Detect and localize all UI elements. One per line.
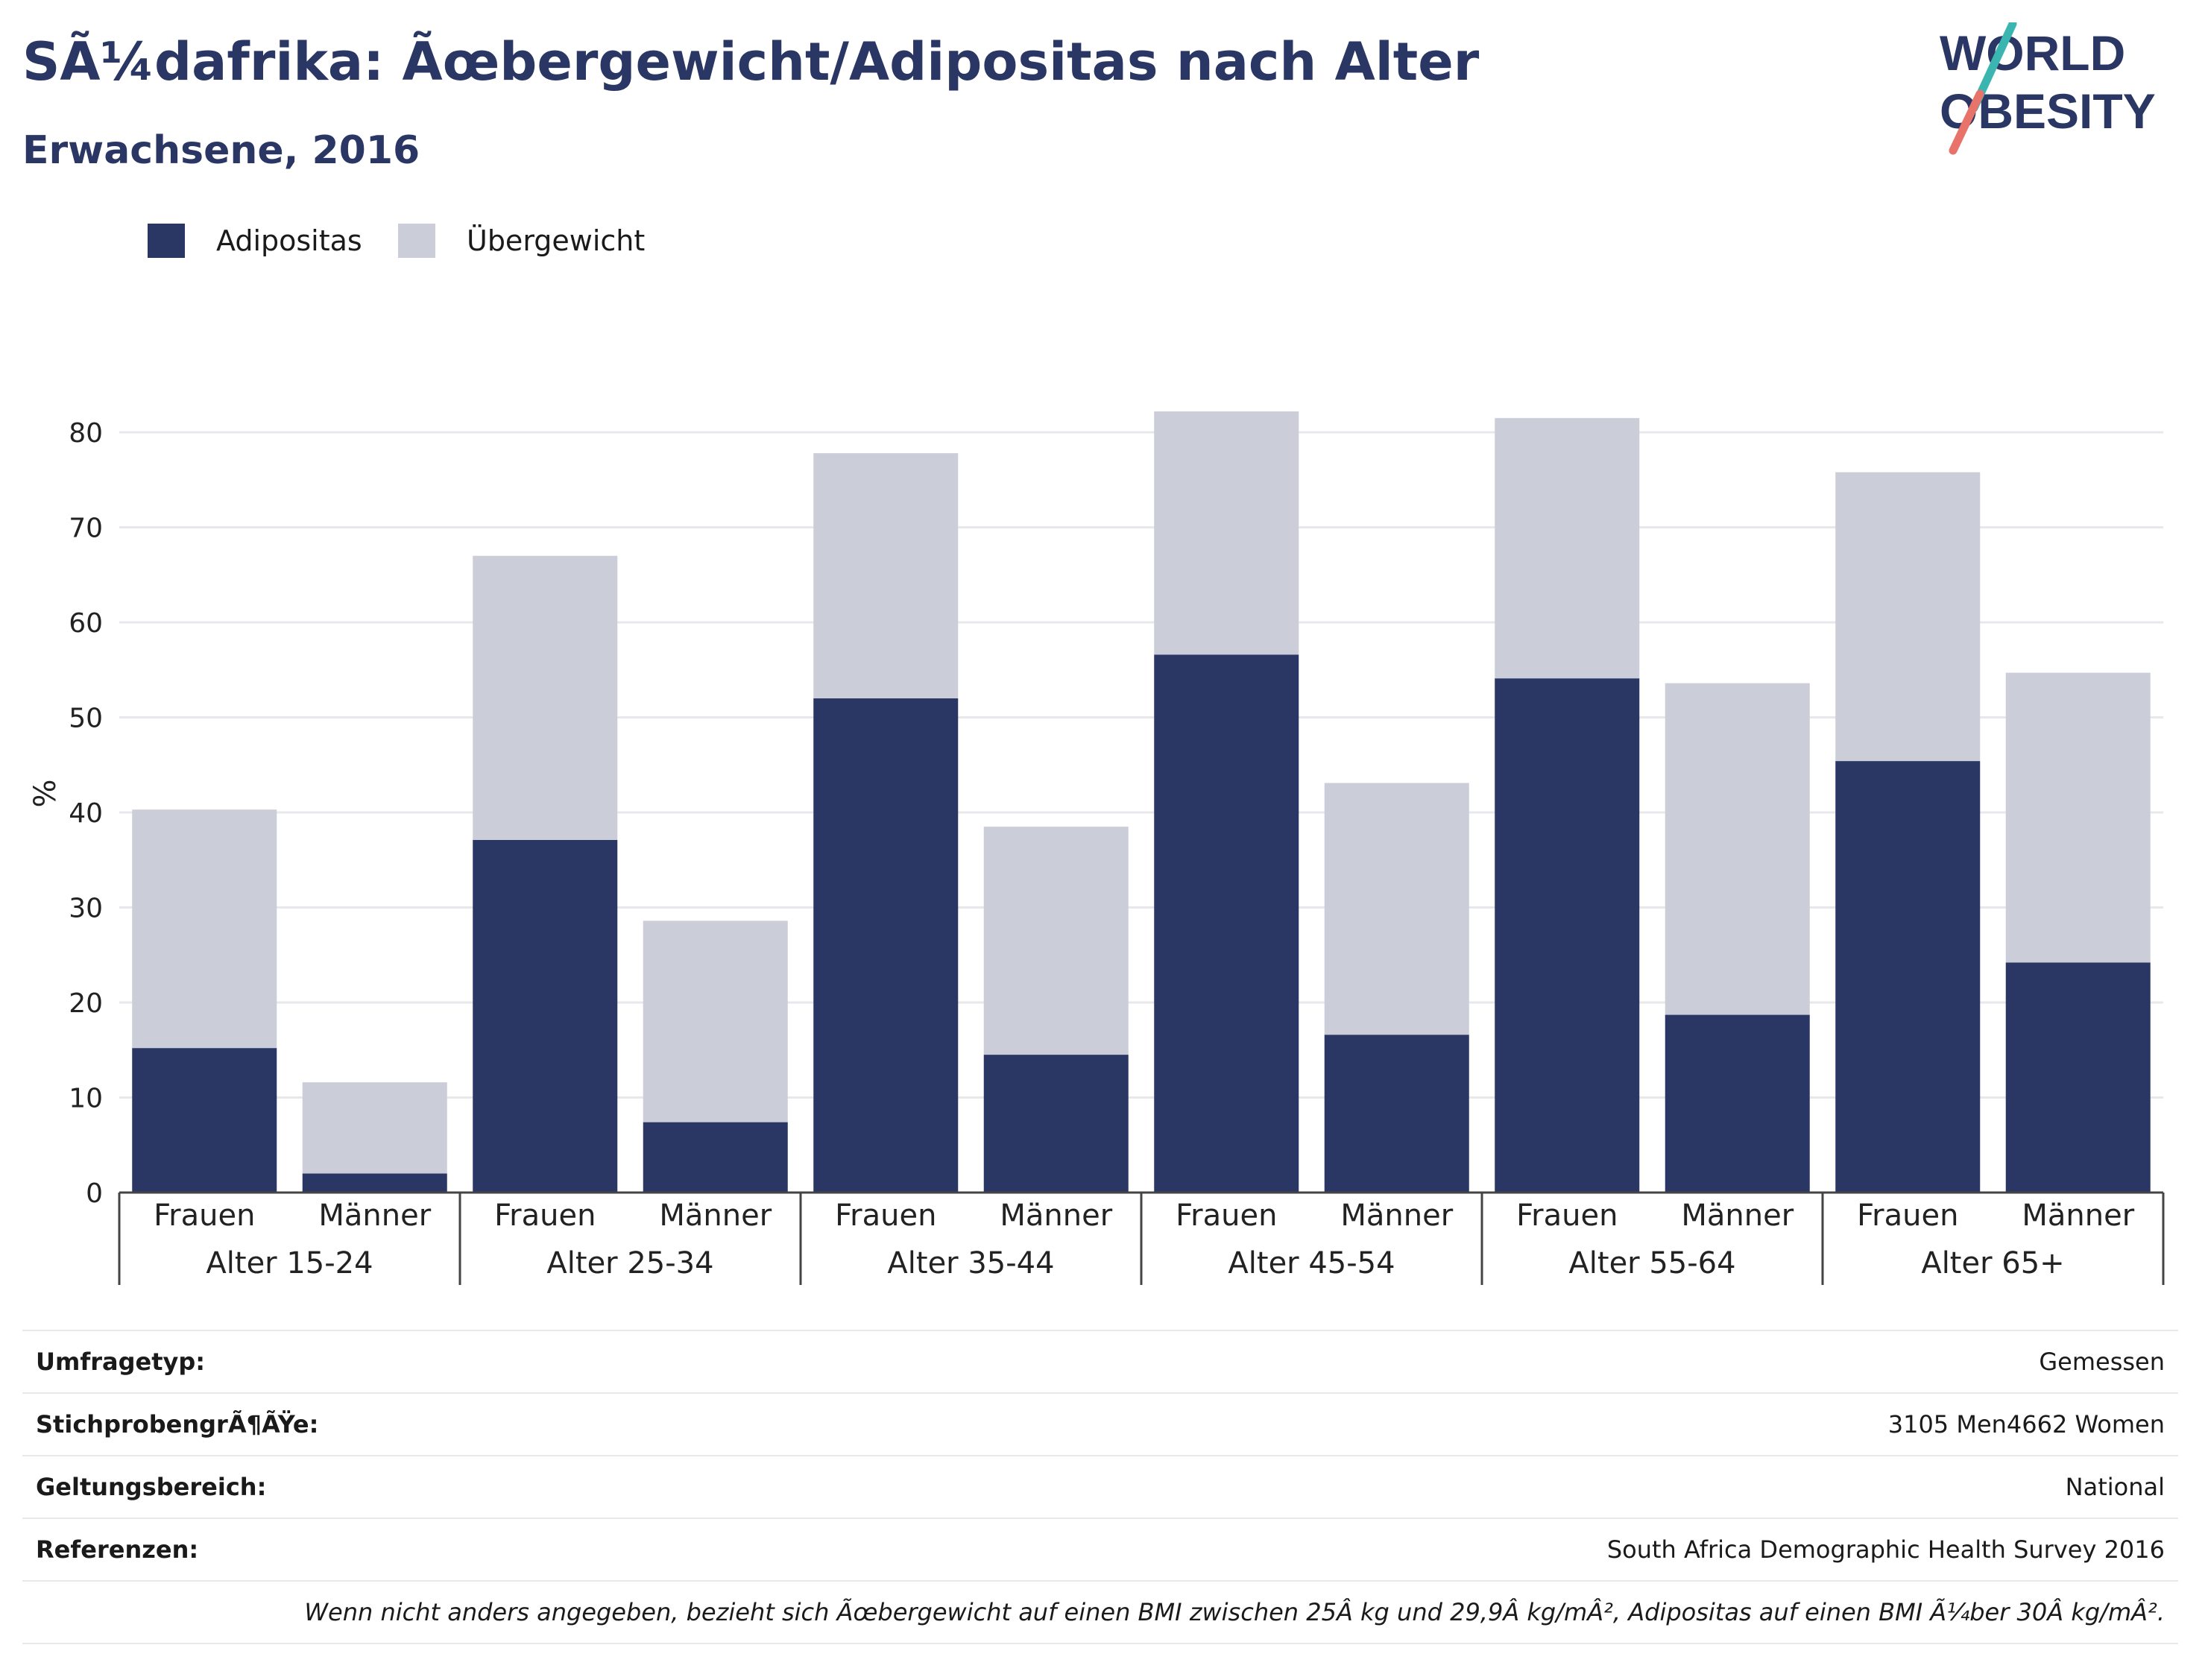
- bmi-definition-note: Wenn nicht anders angegeben, bezieht sic…: [22, 1580, 2178, 1644]
- x-group-label: Alter 35-44: [887, 1246, 1054, 1280]
- bar-uebergewicht: [1154, 411, 1299, 655]
- x-tick-label-sex: Männer: [318, 1199, 431, 1233]
- x-tick-label-sex: Männer: [659, 1199, 772, 1233]
- bar-adipositas: [473, 839, 618, 1193]
- bar-adipositas: [813, 698, 959, 1193]
- x-tick-label-sex: Frauen: [1516, 1199, 1618, 1233]
- x-group-label: Alter 25-34: [546, 1246, 713, 1280]
- info-row-sample-size: StichprobengrÃ¶ÃŸe: 3105 Men4662 Women: [22, 1392, 2178, 1455]
- info-key: StichprobengrÃ¶ÃŸe:: [36, 1410, 319, 1439]
- y-tick-label: 60: [69, 608, 103, 639]
- y-tick-label: 0: [86, 1178, 103, 1209]
- chart-title: SÃ¼dafrika: Ãœbergewicht/Adipositas nach…: [22, 31, 1480, 92]
- info-row-survey-type: Umfragetyp: Gemessen: [22, 1330, 2178, 1392]
- logo-world-text: WORLD: [1940, 25, 2125, 80]
- bar-uebergewicht: [813, 453, 959, 698]
- bar-uebergewicht: [1665, 683, 1810, 1015]
- info-value: National: [2065, 1473, 2165, 1501]
- y-axis-label: %: [28, 779, 63, 807]
- bar-adipositas: [1665, 1014, 1810, 1193]
- x-tick-label-sex: Männer: [1681, 1199, 1794, 1233]
- legend-label-uebergewicht: Übergewicht: [467, 224, 646, 257]
- x-group-label: Alter 55-64: [1568, 1246, 1735, 1280]
- info-key: Umfragetyp:: [36, 1348, 206, 1376]
- info-key: Referenzen:: [36, 1535, 199, 1564]
- x-group-label: Alter 45-54: [1228, 1246, 1395, 1280]
- bar-adipositas: [132, 1048, 277, 1193]
- bar-uebergewicht: [473, 555, 618, 840]
- survey-info-table: Umfragetyp: Gemessen StichprobengrÃ¶ÃŸe:…: [22, 1330, 2178, 1644]
- bar-uebergewicht: [1835, 472, 1981, 762]
- info-row-coverage: Geltungsbereich: National: [22, 1455, 2178, 1518]
- legend-label-adipositas: Adipositas: [216, 224, 362, 257]
- y-tick-label: 10: [69, 1084, 103, 1114]
- y-tick-label: 20: [69, 988, 103, 1019]
- info-row-references: Referenzen: South Africa Demographic Hea…: [22, 1518, 2178, 1580]
- bar-adipositas: [643, 1122, 788, 1193]
- y-tick-label: 30: [69, 894, 103, 924]
- bar-uebergewicht: [302, 1082, 447, 1174]
- bar-adipositas: [1835, 761, 1981, 1193]
- bar-adipositas: [2005, 962, 2151, 1193]
- x-group-label: Alter 65+: [1921, 1246, 2064, 1280]
- bar-uebergewicht: [2005, 672, 2151, 963]
- x-group-label: Alter 15-24: [206, 1246, 373, 1280]
- chart-subtitle: Erwachsene, 2016: [22, 128, 420, 173]
- bar-uebergewicht: [132, 809, 277, 1049]
- x-tick-label-sex: Frauen: [1176, 1199, 1277, 1233]
- info-value: 3105 Men4662 Women: [1887, 1410, 2165, 1439]
- legend-swatch-adipositas: [148, 224, 185, 258]
- y-tick-label: 80: [69, 418, 103, 449]
- bar-adipositas: [302, 1173, 447, 1193]
- x-tick-label-sex: Frauen: [494, 1199, 596, 1233]
- info-value: South Africa Demographic Health Survey 2…: [1606, 1535, 2165, 1564]
- legend-swatch-uebergewicht: [398, 224, 435, 258]
- x-tick-label-sex: Frauen: [835, 1199, 936, 1233]
- bar-adipositas: [1324, 1035, 1469, 1193]
- x-tick-label-sex: Frauen: [154, 1199, 255, 1233]
- bar-adipositas: [983, 1055, 1129, 1193]
- x-tick-label-sex: Männer: [1000, 1199, 1112, 1233]
- logo-coral-stroke: [1949, 89, 1984, 155]
- bar-uebergewicht: [983, 827, 1129, 1055]
- stacked-bar-chart: 0 10 20 30 40 50 60 70 80% Frauen Männer Frauen Männ…: [28, 411, 2165, 1285]
- y-tick-label: 40: [69, 798, 103, 829]
- x-tick-label-sex: Männer: [1340, 1199, 1453, 1233]
- info-value: Gemessen: [2039, 1348, 2165, 1376]
- y-tick-label: 70: [69, 514, 103, 544]
- bar-uebergewicht: [1324, 783, 1469, 1035]
- bar-adipositas: [1154, 654, 1299, 1193]
- world-obesity-logo: WORLD OBESITY: [1940, 22, 2156, 155]
- y-tick-label: 50: [69, 704, 103, 734]
- info-key: Geltungsbereich:: [36, 1473, 267, 1501]
- note-text: Wenn nicht anders angegeben, bezieht sic…: [304, 1598, 2165, 1626]
- x-tick-label-sex: Frauen: [1857, 1199, 1958, 1233]
- x-tick-label-sex: Männer: [2022, 1199, 2134, 1233]
- bar-uebergewicht: [1495, 417, 1640, 679]
- bar-adipositas: [1495, 678, 1640, 1193]
- bar-uebergewicht: [643, 920, 788, 1122]
